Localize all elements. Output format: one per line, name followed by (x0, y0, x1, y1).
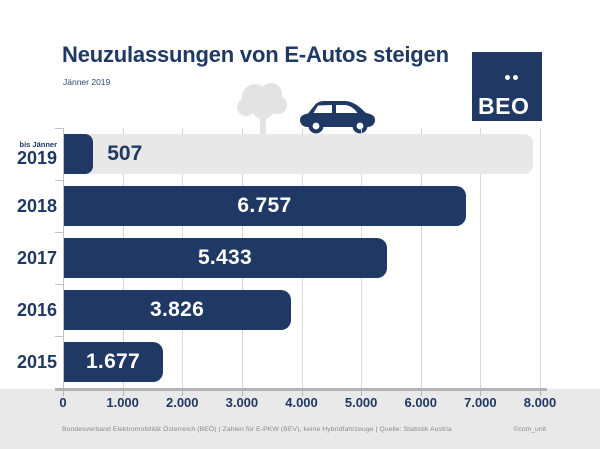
year-label-row: 2016 (0, 284, 57, 336)
x-axis-tick (241, 391, 243, 396)
bar-background-track (63, 134, 534, 174)
bar-value-label: 507 (107, 142, 143, 165)
x-axis-tick-label: 1.000 (106, 395, 139, 410)
x-axis-tick-label: 8.000 (523, 395, 557, 410)
year-label-row: 2017 (0, 232, 57, 284)
source-note: Bundesverband Elektromobilität Österreic… (62, 426, 452, 433)
x-axis-tick-label: 0 (59, 395, 67, 410)
year-label-prefix: bis Jänner (19, 139, 57, 149)
bar-row: 507 (63, 128, 540, 180)
x-axis-tick-label: 7.000 (464, 395, 497, 410)
bar-value-label: 6.757 (237, 194, 292, 217)
x-axis-tick (63, 391, 64, 396)
x-axis-tick (420, 391, 422, 396)
y-axis-tick (55, 232, 63, 233)
bar-value-label: 5.433 (197, 246, 252, 269)
electric-car-icon (300, 101, 375, 134)
x-axis-tick (361, 391, 363, 396)
x-axis-tick (480, 391, 482, 396)
x-axis-tick (540, 391, 541, 396)
page-title: Neuzulassungen von E-Autos steigen (62, 42, 449, 67)
year-label: 2019 (16, 148, 57, 169)
x-axis-tick-label: 2.000 (165, 395, 199, 410)
bar-row: 1.677 (63, 336, 540, 388)
tree-icon (237, 83, 287, 136)
bar-value-label: 1.677 (85, 350, 141, 373)
y-axis-tick (55, 336, 63, 337)
gridline (540, 128, 541, 391)
x-axis-tick-label: 6.000 (404, 395, 438, 410)
y-axis-line (63, 128, 64, 390)
bar-chart-plot-area: 507 6.757 5.433 3.826 1.677 (63, 128, 541, 391)
year-label: 2017 (16, 247, 57, 268)
year-label: 2015 (16, 351, 57, 372)
bar-row: 3.826 (63, 284, 540, 336)
bar-value-label: 3.826 (150, 298, 205, 321)
bar: 6.757 (63, 186, 466, 226)
y-axis-tick (55, 284, 63, 285)
year-label: 2016 (16, 299, 57, 320)
x-axis-tick (301, 391, 303, 396)
x-axis-tick-label: 5.000 (344, 395, 378, 410)
bar: 1.677 (63, 342, 163, 382)
bar-row: 6.757 (63, 180, 540, 232)
beo-logo: BEO (472, 52, 542, 121)
year-label: 2018 (16, 195, 57, 216)
gridline (420, 128, 422, 391)
credit-note: ©com_unit (513, 426, 546, 433)
x-axis-line (55, 388, 547, 391)
gridline (480, 128, 482, 391)
x-axis-tick (122, 391, 124, 396)
y-axis-tick (55, 128, 63, 129)
year-label-row: 2015 (0, 336, 57, 388)
bar: 3.826 (63, 290, 292, 330)
bar: 5.433 (63, 238, 387, 278)
y-axis-category-labels: bis Jänner 2019 2018 2017 2016 2015 (0, 128, 57, 388)
subtitle: Jänner 2019 (63, 77, 111, 87)
logo-text: BEO (478, 93, 530, 119)
bar-row: 5.433 (63, 232, 540, 284)
x-axis-tick-label: 4.000 (285, 395, 318, 410)
x-axis-tick-label: 3.000 (225, 395, 259, 410)
year-label-row: 2018 (0, 180, 57, 232)
y-axis-tick (55, 180, 63, 181)
bar (63, 134, 94, 174)
year-label-row: bis Jänner 2019 (0, 128, 57, 180)
x-axis-tick (182, 391, 184, 396)
axis-footer-strip (0, 389, 600, 449)
umlaut-dots-icon (505, 75, 518, 80)
